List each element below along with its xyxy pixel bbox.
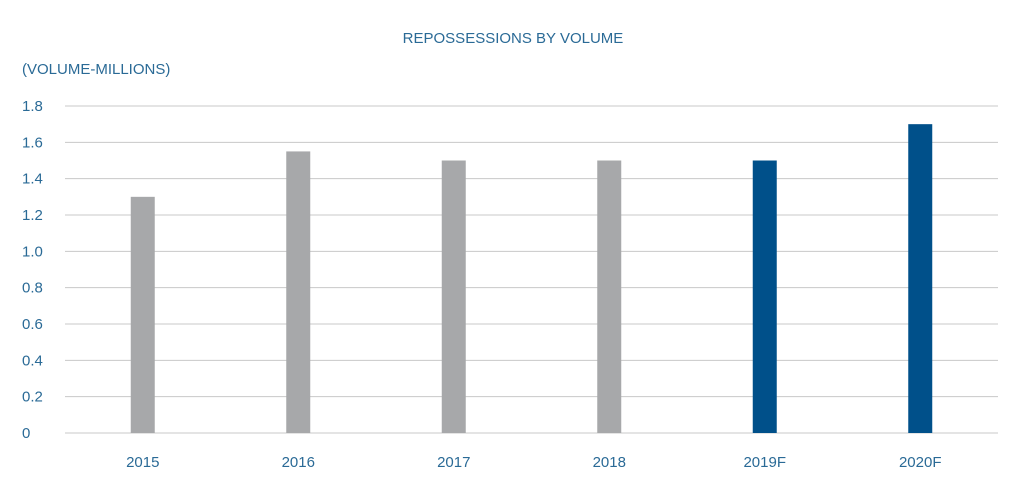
x-tick-label: 2016 — [282, 454, 315, 471]
y-axis-unit-label: (VOLUME-MILLIONS) — [22, 61, 170, 78]
y-tick-label: 0.2 — [22, 389, 43, 406]
x-tick-label: 2019F — [743, 454, 786, 471]
y-tick-label: 1.4 — [22, 171, 43, 188]
bar-2020f — [908, 124, 933, 434]
x-tick-label: 2018 — [593, 454, 626, 471]
bar-2017 — [441, 160, 466, 433]
x-axis-ticks: 2015 2016 2017 2018 2019F 2020F — [126, 454, 941, 471]
y-tick-label: 1.6 — [22, 134, 43, 151]
bar-2018 — [597, 160, 622, 433]
x-tick-label: 2017 — [437, 454, 470, 471]
bar-2016 — [286, 151, 311, 433]
x-tick-label: 2020F — [899, 454, 942, 471]
x-tick-label: 2015 — [126, 454, 159, 471]
bar-2015 — [130, 196, 155, 433]
y-tick-label: 0.6 — [22, 316, 43, 333]
y-tick-label: 1.0 — [22, 243, 43, 260]
gridlines — [65, 105, 998, 434]
y-tick-label: 1.2 — [22, 207, 43, 224]
chart-title: REPOSSESSIONS BY VOLUME — [403, 30, 624, 47]
y-axis-ticks: 0 0.2 0.4 0.6 0.8 1.0 1.2 1.4 1.6 1.8 — [22, 98, 43, 442]
y-tick-label: 0 — [22, 425, 30, 442]
y-tick-label: 0.4 — [22, 352, 43, 369]
bars — [130, 124, 933, 434]
y-tick-label: 1.8 — [22, 98, 43, 115]
bar-2019f — [752, 160, 777, 433]
y-tick-label: 0.8 — [22, 280, 43, 297]
